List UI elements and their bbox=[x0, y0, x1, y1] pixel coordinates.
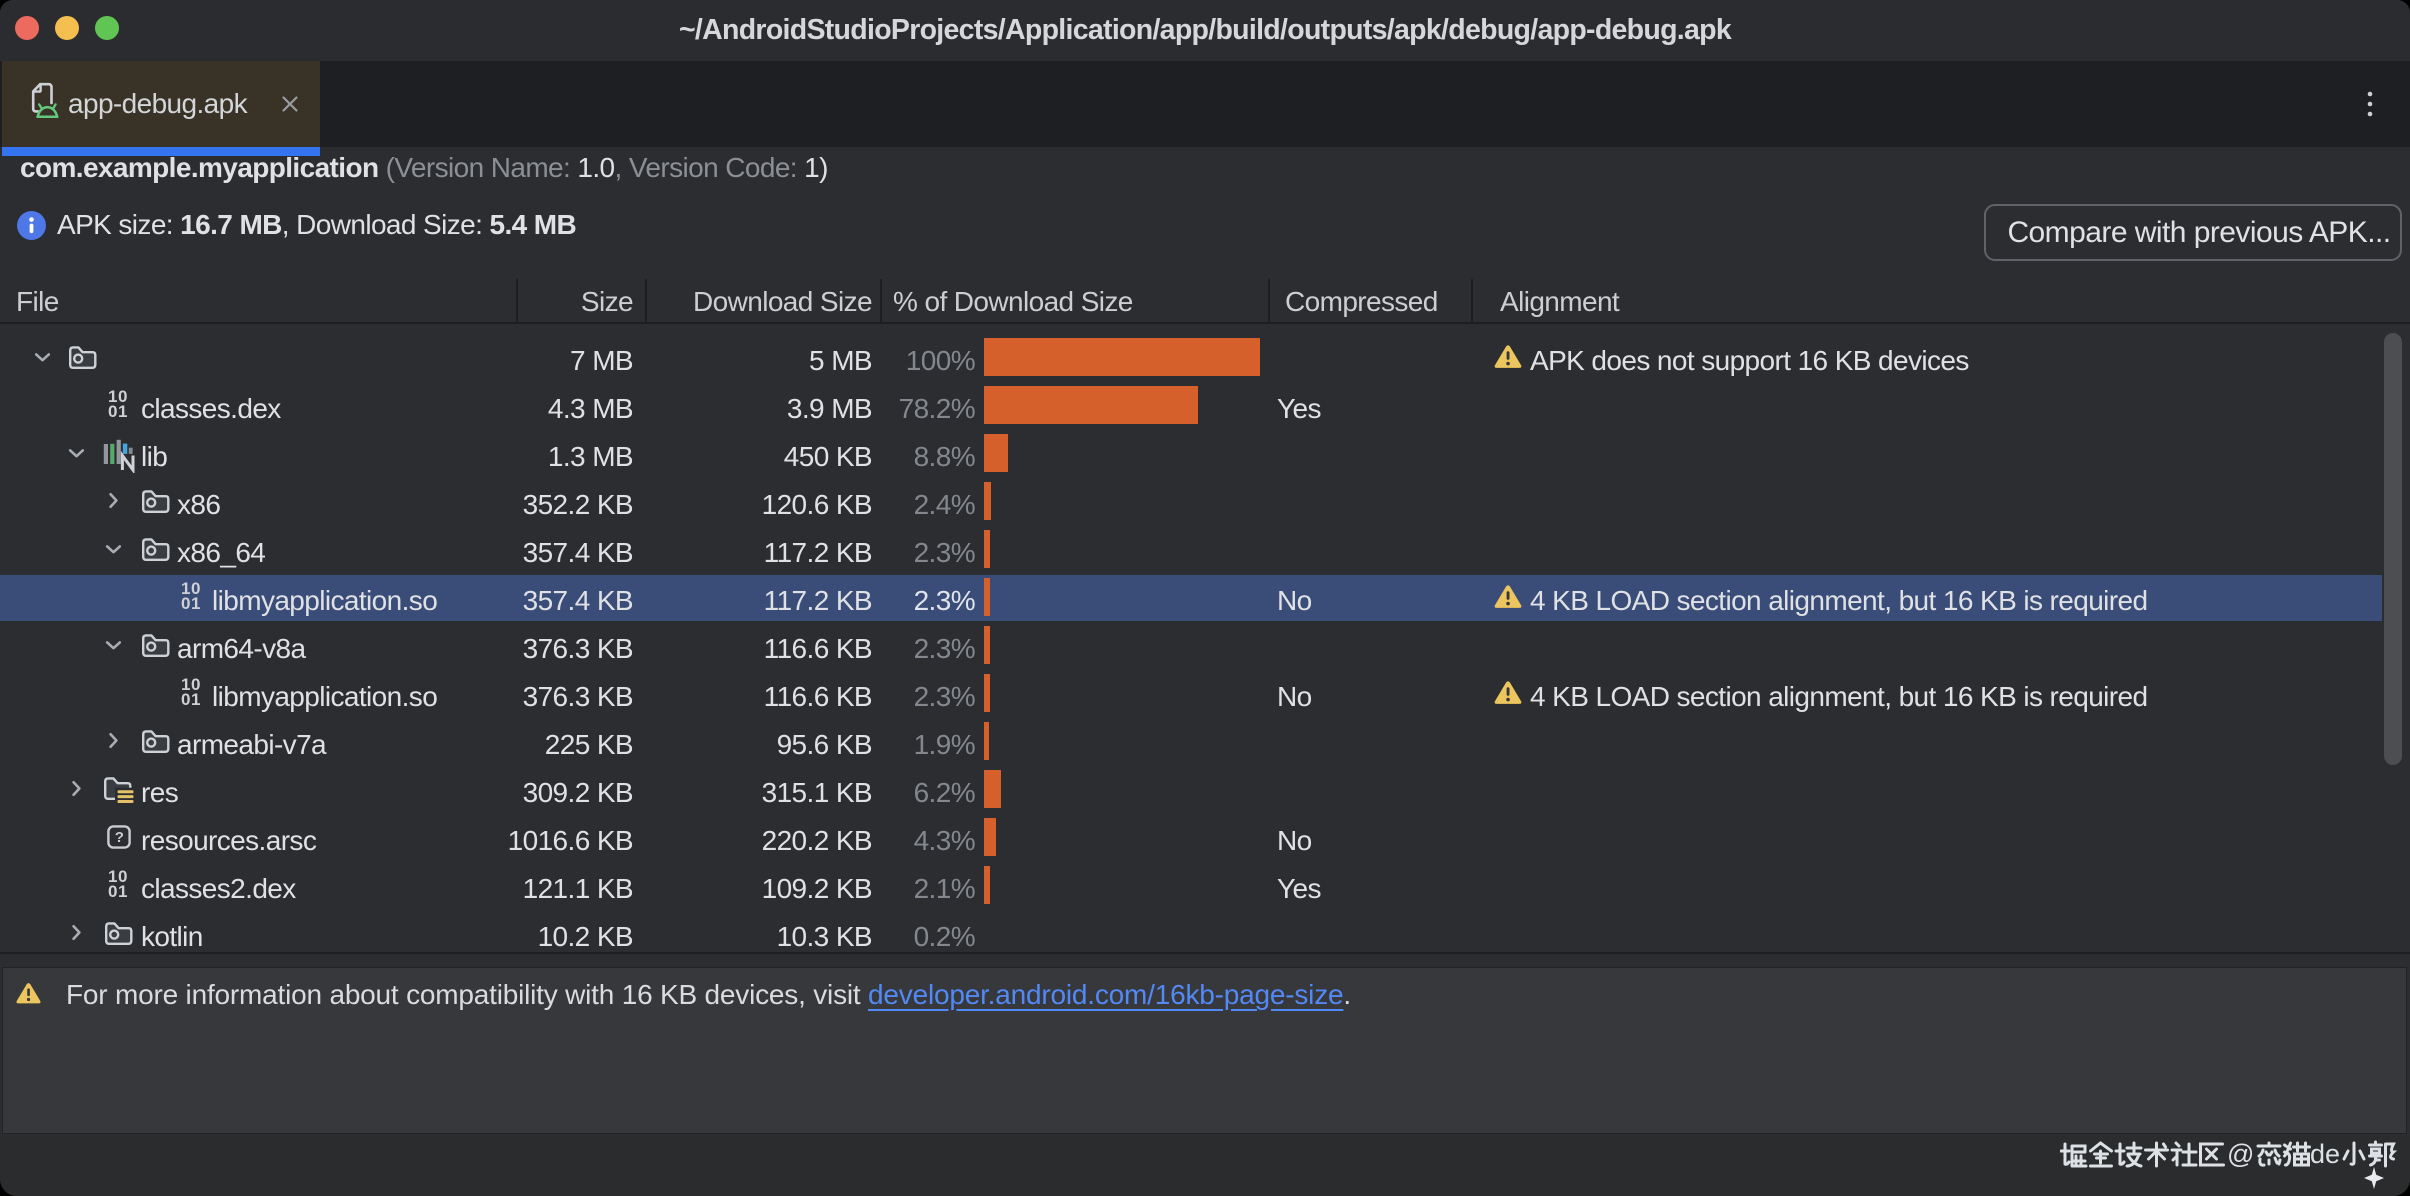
svg-text:?: ? bbox=[115, 829, 124, 846]
svg-text:de: de bbox=[2310, 1139, 2340, 1169]
svg-text:@: @ bbox=[2227, 1139, 2254, 1169]
